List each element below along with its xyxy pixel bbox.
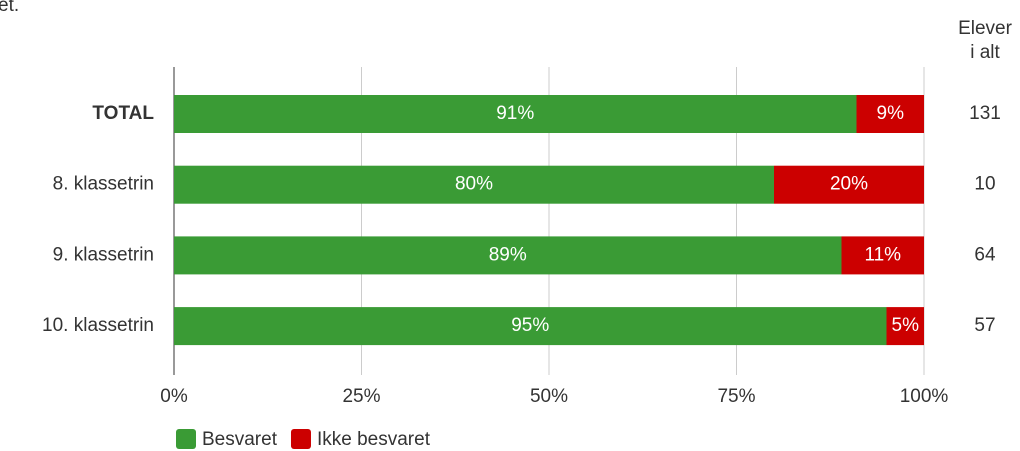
data-label: 80% <box>455 174 493 195</box>
x-tick-label: 75% <box>717 386 755 407</box>
legend-label: Besvaret <box>202 429 278 450</box>
x-tick-label: 100% <box>900 386 949 407</box>
bar-segment <box>174 236 842 275</box>
x-tick-label: 0% <box>160 386 188 407</box>
data-label: 20% <box>830 174 868 195</box>
bar-segment <box>174 307 887 346</box>
y-tick-label: TOTAL <box>92 103 154 124</box>
data-label: 91% <box>496 103 534 124</box>
data-label: 95% <box>511 315 549 336</box>
legend-label: Ikke besvaret <box>317 429 431 450</box>
total-value: 64 <box>974 244 996 265</box>
bar-segment <box>886 307 924 346</box>
x-tick-label: 50% <box>530 386 568 407</box>
bar-segment <box>174 95 857 133</box>
bar-segment <box>174 165 774 204</box>
bar-segment <box>841 236 924 275</box>
y-tick-label: 9. klassetrin <box>53 244 154 265</box>
legend-swatch <box>290 429 311 449</box>
data-label: 5% <box>892 315 920 336</box>
total-value: 131 <box>969 103 1001 124</box>
y-tick-label: 10. klassetrin <box>42 315 154 336</box>
x-tick-label: 25% <box>342 386 380 407</box>
data-label: 9% <box>877 103 905 124</box>
chart-title: et. <box>0 0 19 16</box>
totals-header: i alt <box>970 42 1000 63</box>
bar-segment <box>774 165 924 204</box>
data-label: 89% <box>489 244 527 265</box>
bar-segment <box>856 95 924 133</box>
legend-swatch <box>176 429 196 449</box>
data-label: 11% <box>864 244 901 265</box>
totals-header: Elever <box>958 18 1013 39</box>
y-tick-label: 8. klassetrin <box>53 174 154 195</box>
total-value: 57 <box>974 315 995 336</box>
total-value: 10 <box>974 174 995 195</box>
